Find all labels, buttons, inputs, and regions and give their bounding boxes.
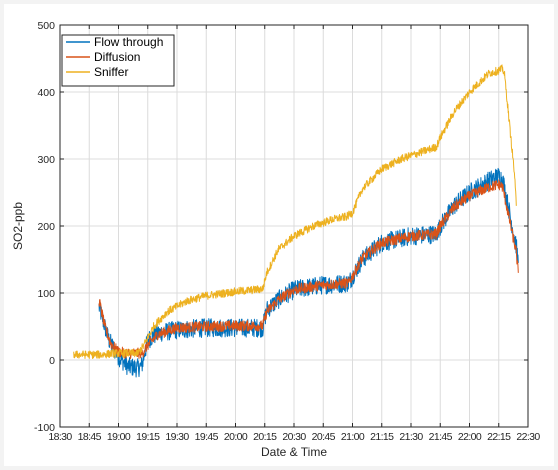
y-tick-label: 0 bbox=[49, 355, 55, 367]
y-tick-label: 500 bbox=[37, 20, 55, 32]
legend-label: Diffusion bbox=[94, 50, 140, 64]
x-tick-label: 21:45 bbox=[429, 431, 453, 443]
x-tick-label: 22:15 bbox=[487, 431, 511, 443]
y-tick-label: 200 bbox=[37, 221, 55, 233]
x-tick-label: 22:00 bbox=[458, 431, 482, 443]
x-tick-label: 20:15 bbox=[253, 431, 277, 443]
x-tick-label: 21:15 bbox=[370, 431, 394, 443]
x-tick-label: 21:00 bbox=[341, 431, 365, 443]
legend-label: Flow through bbox=[94, 35, 163, 49]
y-tick-label: 400 bbox=[37, 87, 55, 99]
x-tick-label: 20:00 bbox=[224, 431, 248, 443]
x-tick-label: 19:15 bbox=[136, 431, 160, 443]
legend-label: Sniffer bbox=[94, 65, 128, 79]
x-tick-label: 21:30 bbox=[399, 431, 423, 443]
y-tick-label: 300 bbox=[37, 154, 55, 166]
x-tick-label: 22:30 bbox=[516, 431, 540, 443]
series-line-diffusion bbox=[98, 179, 519, 359]
x-tick-label: 19:45 bbox=[195, 431, 219, 443]
x-tick-label: 18:45 bbox=[78, 431, 102, 443]
series-group bbox=[73, 64, 519, 378]
x-tick-label: 20:30 bbox=[282, 431, 306, 443]
x-tick-label: 19:00 bbox=[107, 431, 131, 443]
x-tick-label: 19:30 bbox=[165, 431, 189, 443]
x-tick-label: 18:30 bbox=[48, 431, 72, 443]
legend-box bbox=[61, 34, 175, 87]
x-axis-title: Date & Time bbox=[261, 445, 327, 459]
series-line-sniffer bbox=[73, 64, 517, 359]
x-tick-label: 20:45 bbox=[312, 431, 336, 443]
y-axis-title: SO2-ppb bbox=[11, 202, 25, 250]
y-tick-label: -100 bbox=[34, 422, 55, 434]
y-tick-label: 100 bbox=[37, 288, 55, 300]
